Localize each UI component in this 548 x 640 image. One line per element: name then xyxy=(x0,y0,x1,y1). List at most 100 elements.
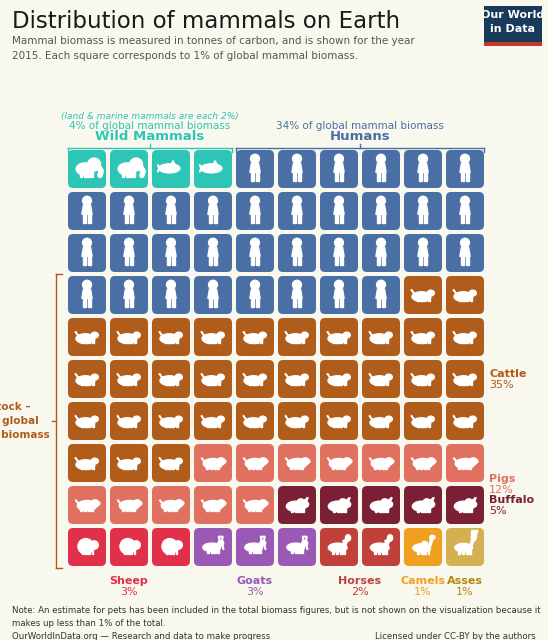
FancyBboxPatch shape xyxy=(446,486,484,524)
FancyBboxPatch shape xyxy=(176,380,178,385)
FancyBboxPatch shape xyxy=(344,506,346,512)
FancyBboxPatch shape xyxy=(260,380,261,385)
FancyBboxPatch shape xyxy=(127,339,129,344)
Circle shape xyxy=(250,280,259,289)
FancyBboxPatch shape xyxy=(214,506,216,511)
FancyBboxPatch shape xyxy=(194,360,232,398)
FancyBboxPatch shape xyxy=(376,298,380,307)
FancyBboxPatch shape xyxy=(169,547,171,554)
Ellipse shape xyxy=(265,502,268,505)
FancyBboxPatch shape xyxy=(259,506,261,511)
Ellipse shape xyxy=(412,418,431,428)
FancyBboxPatch shape xyxy=(362,234,400,272)
FancyBboxPatch shape xyxy=(290,506,293,512)
Circle shape xyxy=(419,154,427,163)
FancyBboxPatch shape xyxy=(362,276,400,314)
FancyBboxPatch shape xyxy=(85,547,87,554)
FancyBboxPatch shape xyxy=(127,422,129,428)
FancyBboxPatch shape xyxy=(253,380,254,385)
FancyBboxPatch shape xyxy=(84,464,87,470)
Circle shape xyxy=(124,196,134,205)
FancyBboxPatch shape xyxy=(446,318,484,356)
Text: Sheep: Sheep xyxy=(110,576,149,586)
FancyBboxPatch shape xyxy=(218,422,220,428)
FancyBboxPatch shape xyxy=(278,192,316,230)
FancyBboxPatch shape xyxy=(420,339,423,344)
FancyBboxPatch shape xyxy=(470,380,472,385)
FancyBboxPatch shape xyxy=(91,170,94,177)
FancyBboxPatch shape xyxy=(386,339,387,344)
FancyBboxPatch shape xyxy=(344,380,346,385)
Ellipse shape xyxy=(433,460,436,463)
FancyBboxPatch shape xyxy=(376,172,380,180)
FancyBboxPatch shape xyxy=(176,339,178,344)
Ellipse shape xyxy=(413,544,431,552)
FancyBboxPatch shape xyxy=(83,257,87,264)
FancyBboxPatch shape xyxy=(256,298,259,307)
FancyBboxPatch shape xyxy=(458,548,460,554)
FancyBboxPatch shape xyxy=(382,548,384,554)
FancyBboxPatch shape xyxy=(123,464,124,470)
FancyBboxPatch shape xyxy=(362,528,400,566)
FancyBboxPatch shape xyxy=(167,298,170,307)
FancyBboxPatch shape xyxy=(421,548,423,554)
FancyBboxPatch shape xyxy=(169,380,170,385)
Ellipse shape xyxy=(246,500,265,511)
Text: Distribution of mammals on Earth: Distribution of mammals on Earth xyxy=(12,10,400,33)
FancyBboxPatch shape xyxy=(123,547,125,554)
FancyBboxPatch shape xyxy=(110,150,148,188)
FancyBboxPatch shape xyxy=(172,298,175,307)
FancyBboxPatch shape xyxy=(424,257,427,264)
FancyBboxPatch shape xyxy=(253,547,255,554)
Ellipse shape xyxy=(427,374,435,380)
FancyBboxPatch shape xyxy=(259,547,261,554)
FancyBboxPatch shape xyxy=(123,339,124,344)
FancyBboxPatch shape xyxy=(173,339,174,344)
Ellipse shape xyxy=(217,332,224,338)
FancyBboxPatch shape xyxy=(249,339,250,344)
Ellipse shape xyxy=(412,501,432,511)
FancyBboxPatch shape xyxy=(320,360,358,398)
FancyBboxPatch shape xyxy=(68,402,106,440)
FancyBboxPatch shape xyxy=(427,422,430,428)
FancyBboxPatch shape xyxy=(207,547,209,554)
Ellipse shape xyxy=(412,376,431,385)
Ellipse shape xyxy=(427,332,435,338)
FancyBboxPatch shape xyxy=(92,380,94,385)
Polygon shape xyxy=(250,163,260,172)
FancyBboxPatch shape xyxy=(463,422,465,428)
Polygon shape xyxy=(208,289,218,298)
FancyBboxPatch shape xyxy=(152,276,190,314)
Ellipse shape xyxy=(343,374,350,380)
Circle shape xyxy=(293,238,301,247)
FancyBboxPatch shape xyxy=(295,506,297,512)
FancyBboxPatch shape xyxy=(466,296,469,301)
FancyBboxPatch shape xyxy=(92,547,94,554)
FancyBboxPatch shape xyxy=(134,380,135,385)
FancyBboxPatch shape xyxy=(260,339,261,344)
FancyBboxPatch shape xyxy=(278,276,316,314)
Ellipse shape xyxy=(427,290,435,296)
FancyBboxPatch shape xyxy=(173,380,174,385)
Ellipse shape xyxy=(343,332,350,338)
FancyBboxPatch shape xyxy=(427,463,429,470)
FancyBboxPatch shape xyxy=(214,257,218,264)
FancyBboxPatch shape xyxy=(133,170,135,177)
Ellipse shape xyxy=(469,416,476,422)
Polygon shape xyxy=(250,205,260,214)
FancyBboxPatch shape xyxy=(424,172,427,180)
Ellipse shape xyxy=(118,418,137,428)
FancyBboxPatch shape xyxy=(127,547,129,554)
FancyBboxPatch shape xyxy=(404,486,442,524)
Polygon shape xyxy=(470,540,474,545)
FancyBboxPatch shape xyxy=(127,464,129,470)
FancyBboxPatch shape xyxy=(404,150,442,188)
FancyBboxPatch shape xyxy=(124,257,128,264)
FancyBboxPatch shape xyxy=(236,528,274,566)
Ellipse shape xyxy=(76,460,95,470)
FancyBboxPatch shape xyxy=(122,506,124,511)
FancyBboxPatch shape xyxy=(470,339,472,344)
FancyBboxPatch shape xyxy=(424,214,427,223)
Polygon shape xyxy=(292,205,302,214)
Polygon shape xyxy=(376,247,386,257)
